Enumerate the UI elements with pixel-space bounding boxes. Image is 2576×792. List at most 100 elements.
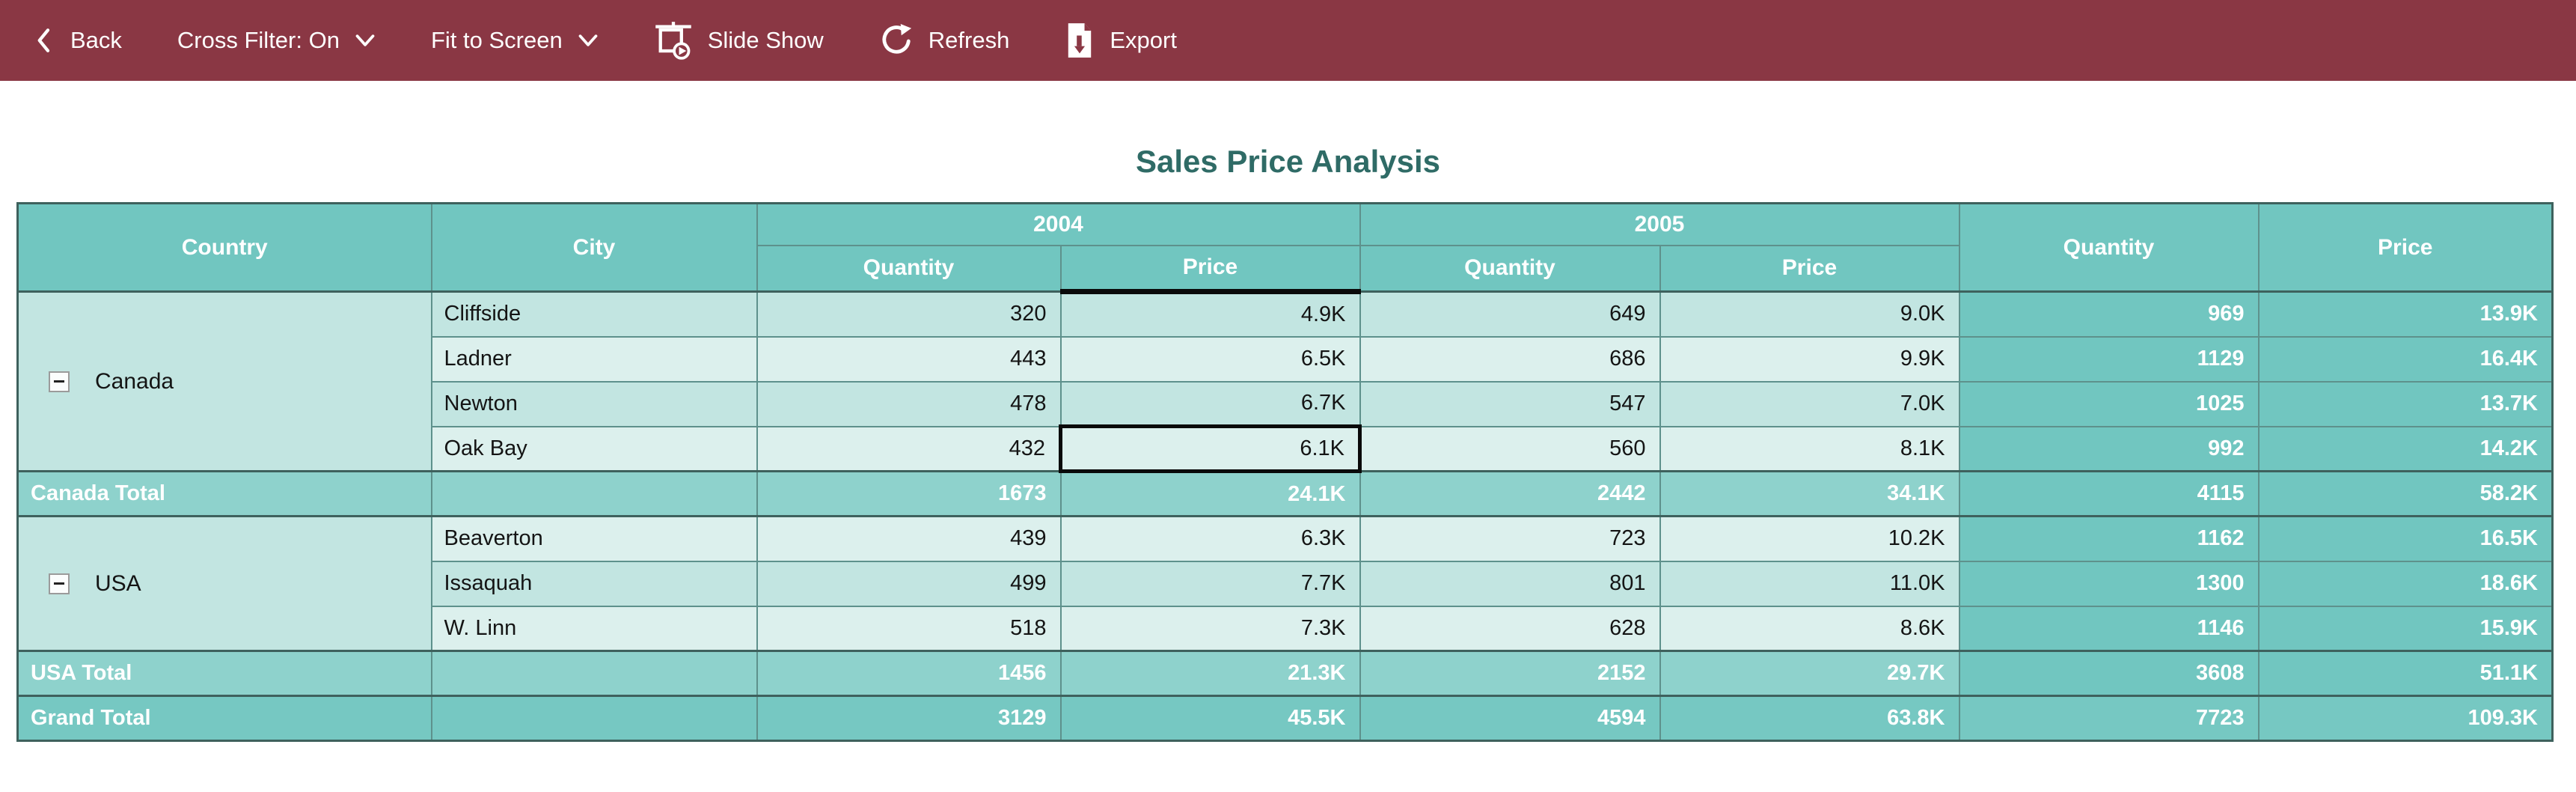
country-group-cell-canada[interactable]: Canada [16,290,432,472]
column-header-country[interactable]: Country [16,202,432,293]
row-total-cell[interactable]: 16.4K [2257,335,2554,383]
value-cell[interactable]: 686 [1359,335,1661,383]
value-cell[interactable]: 8.1K [1659,425,1960,472]
city-cell[interactable]: Ladner [430,335,758,383]
value-cell[interactable]: 801 [1359,560,1661,607]
value-cell[interactable]: 6.5K [1059,335,1361,383]
city-cell[interactable]: Issaquah [430,560,758,607]
grand-total-cell[interactable]: 45.5K [1059,695,1361,742]
row-total-cell[interactable]: 18.6K [2257,560,2554,607]
row-total-cell[interactable]: 1146 [1958,605,2260,652]
subtotal-row-usa: USA Total 1456 21.3K 2152 29.7K 3608 51.… [16,650,2554,697]
value-cell[interactable]: 547 [1359,380,1661,427]
row-total-cell[interactable]: 1025 [1958,380,2260,427]
row-total-cell[interactable]: 13.7K [2257,380,2554,427]
value-cell[interactable]: 7.7K [1059,560,1361,607]
value-cell[interactable]: 439 [756,515,1062,562]
row-total-cell[interactable]: 16.5K [2257,515,2554,562]
value-cell[interactable]: 432 [756,425,1062,472]
country-group-cell-usa[interactable]: USA [16,515,432,652]
cross-filter-dropdown[interactable]: Cross Filter: On [177,27,376,54]
column-header-price-total[interactable]: Price [2257,202,2554,293]
row-total-cell[interactable]: 992 [1958,425,2260,472]
value-cell[interactable]: 6.7K [1059,380,1361,427]
value-cell[interactable]: 4.9K [1059,290,1361,338]
value-cell[interactable]: 649 [1359,290,1661,338]
fit-to-screen-dropdown[interactable]: Fit to Screen [431,27,599,54]
subtotal-label[interactable]: Canada Total [16,470,432,517]
column-header-price-2005[interactable]: Price [1659,244,1960,293]
city-cell[interactable]: W. Linn [430,605,758,652]
subtotal-cell[interactable]: 3608 [1958,650,2260,697]
city-cell[interactable]: Cliffside [430,290,758,338]
value-cell[interactable]: 7.0K [1659,380,1960,427]
grand-total-label[interactable]: Grand Total [16,695,432,742]
value-cell[interactable]: 518 [756,605,1062,652]
column-header-quantity-total[interactable]: Quantity [1958,202,2260,293]
row-total-cell[interactable]: 1129 [1958,335,2260,383]
value-cell[interactable]: 499 [756,560,1062,607]
subtotal-cell[interactable]: 24.1K [1059,470,1361,517]
grand-total-cell[interactable]: 7723 [1958,695,2260,742]
empty-cell[interactable] [430,470,758,517]
column-header-quantity-2005[interactable]: Quantity [1359,244,1661,293]
value-cell[interactable]: 560 [1359,425,1661,472]
city-cell[interactable]: Oak Bay [430,425,758,472]
subtotal-cell[interactable]: 34.1K [1659,470,1960,517]
slide-show-button[interactable]: Slide Show [654,20,824,61]
column-header-city[interactable]: City [430,202,758,293]
subtotal-cell[interactable]: 58.2K [2257,470,2554,517]
column-header-2004[interactable]: 2004 [756,202,1361,246]
value-cell[interactable]: 628 [1359,605,1661,652]
subtotal-label[interactable]: USA Total [16,650,432,697]
grand-total-cell[interactable]: 4594 [1359,695,1661,742]
subtotal-cell[interactable]: 1456 [756,650,1062,697]
back-button[interactable]: Back [33,25,122,55]
value-cell[interactable]: 478 [756,380,1062,427]
subtotal-cell[interactable]: 29.7K [1659,650,1960,697]
value-cell[interactable]: 11.0K [1659,560,1960,607]
empty-cell[interactable] [430,695,758,742]
refresh-icon [879,23,914,58]
column-header-price-2004[interactable]: Price [1059,244,1361,294]
grand-total-cell[interactable]: 109.3K [2257,695,2554,742]
subtotal-cell[interactable]: 21.3K [1059,650,1361,697]
collapse-icon[interactable] [49,371,70,392]
refresh-label: Refresh [928,27,1010,53]
export-button[interactable]: Export [1065,22,1177,59]
value-cell[interactable]: 723 [1359,515,1661,562]
value-cell[interactable]: 7.3K [1059,605,1361,652]
value-cell[interactable]: 443 [756,335,1062,383]
value-cell[interactable]: 9.9K [1659,335,1960,383]
selected-value-cell[interactable]: 6.1K [1059,424,1362,473]
empty-cell[interactable] [430,650,758,697]
grand-total-cell[interactable]: 63.8K [1659,695,1960,742]
column-header-quantity-2004[interactable]: Quantity [756,244,1062,293]
row-total-cell[interactable]: 1162 [1958,515,2260,562]
toolbar: Back Cross Filter: On Fit to Screen Slid… [0,0,2576,81]
subtotal-cell[interactable]: 2152 [1359,650,1661,697]
value-cell[interactable]: 6.3K [1059,515,1361,562]
export-label: Export [1110,27,1177,53]
chevron-down-icon [355,33,376,48]
row-total-cell[interactable]: 15.9K [2257,605,2554,652]
value-cell[interactable]: 9.0K [1659,290,1960,338]
subtotal-cell[interactable]: 51.1K [2257,650,2554,697]
city-cell[interactable]: Beaverton [430,515,758,562]
value-cell[interactable]: 10.2K [1659,515,1960,562]
subtotal-cell[interactable]: 2442 [1359,470,1661,517]
value-cell[interactable]: 320 [756,290,1062,338]
value-cell[interactable]: 8.6K [1659,605,1960,652]
row-total-cell[interactable]: 14.2K [2257,425,2554,472]
subtotal-cell[interactable]: 4115 [1958,470,2260,517]
row-total-cell[interactable]: 13.9K [2257,290,2554,338]
grand-total-cell[interactable]: 3129 [756,695,1062,742]
subtotal-cell[interactable]: 1673 [756,470,1062,517]
refresh-button[interactable]: Refresh [879,23,1010,58]
row-total-cell[interactable]: 1300 [1958,560,2260,607]
collapse-icon[interactable] [49,573,70,594]
country-label: USA [95,570,141,596]
city-cell[interactable]: Newton [430,380,758,427]
row-total-cell[interactable]: 969 [1958,290,2260,338]
column-header-2005[interactable]: 2005 [1359,202,1960,246]
